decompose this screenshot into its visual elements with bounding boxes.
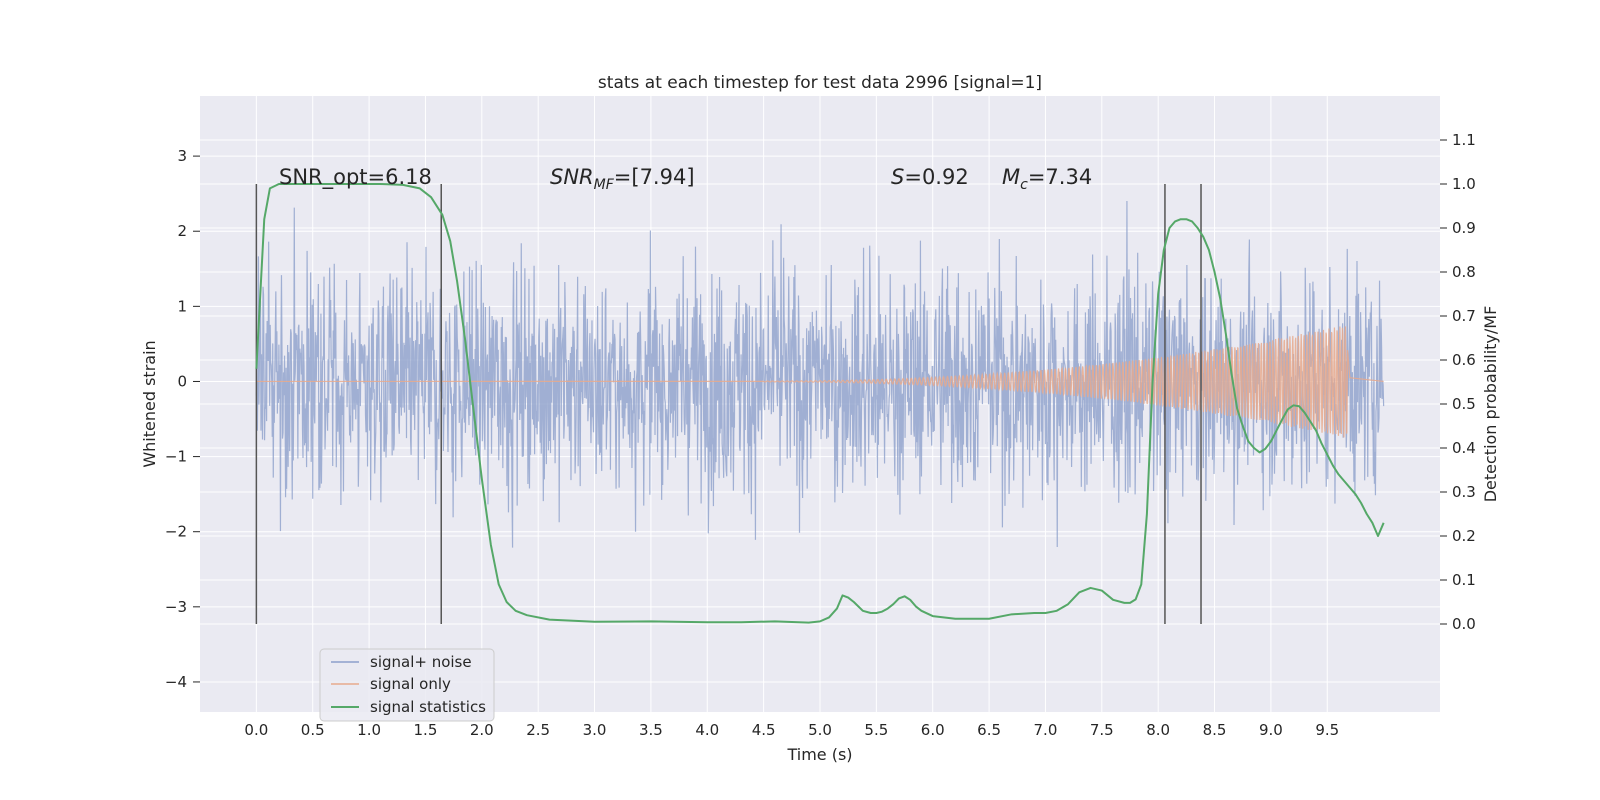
x-tick-label: 0.5: [301, 721, 325, 739]
y2-tick-label: 0.5: [1452, 395, 1476, 413]
vertical-markers: [255, 184, 1202, 624]
x-tick-label: 6.0: [921, 721, 945, 739]
signal-statistics-line: [255, 183, 1385, 624]
x-tick-label: 1.0: [357, 721, 381, 739]
y2-tick-label: 0.9: [1452, 219, 1476, 237]
x-tick-labels: 0.0 0.5 1.0 1.5 2.0 2.5 3.0 3.5 4.0 4.5 5.0 5.5 6.0 6…: [244, 721, 1339, 739]
x-tick-label: 3.5: [639, 721, 663, 739]
y-tick-label: −1: [165, 448, 187, 466]
x-tick-label: 4.5: [752, 721, 776, 739]
signal-only-series: [256, 326, 1384, 438]
x-tick-label: 8.0: [1146, 721, 1170, 739]
y-tick-label: −2: [165, 523, 187, 541]
y2-tick-label: 0.7: [1452, 307, 1476, 325]
x-axis-title: Time (s): [786, 745, 852, 764]
y2-tick-label: 0.2: [1452, 527, 1476, 545]
annotation-snr-mf-symbol: SNR: [550, 165, 594, 189]
legend-label-signal-noise: signal+ noise: [370, 653, 472, 671]
annotation-snr-mf: SNRMF=[7.94]: [550, 165, 695, 193]
y-tick-labels: 3 2 1 0 −1 −2 −3 −4: [165, 147, 200, 691]
y2-axis-title: Detection probability/MF: [1481, 306, 1500, 503]
legend-label-signal-statistics: signal statistics: [370, 698, 486, 716]
y-tick-label: −3: [165, 598, 187, 616]
legend: signal+ noise signal only signal statist…: [319, 648, 495, 722]
annotation-snr-mf-subscript: MF: [594, 177, 615, 193]
annotation-mc-value: =7.34: [1028, 165, 1092, 189]
x-tick-label: 4.0: [695, 721, 719, 739]
x-tick-label: 5.0: [808, 721, 832, 739]
legend-label-signal-only: signal only: [370, 675, 451, 693]
annotation-mc-subscript: c: [1020, 177, 1028, 193]
annotation-snr-opt: SNR_opt=6.18: [279, 165, 432, 190]
y-tick-label: 3: [177, 147, 187, 165]
y-tick-label: −4: [165, 673, 187, 691]
y-tick-label: 1: [177, 297, 187, 315]
annotation-mc-symbol: M: [1002, 165, 1020, 189]
x-tick-label: 6.5: [977, 721, 1001, 739]
y2-tick-label: 0.0: [1452, 615, 1476, 633]
y-tick-label: 0: [177, 372, 187, 390]
x-tick-label: 8.5: [1203, 721, 1227, 739]
annotation-s-symbol: S: [891, 165, 904, 189]
x-tick-label: 3.0: [583, 721, 607, 739]
x-tick-label: 7.5: [1090, 721, 1114, 739]
y2-tick-label: 0.4: [1452, 439, 1476, 457]
chart-title: stats at each timestep for test data 299…: [598, 73, 1042, 93]
x-tick-label: 9.0: [1259, 721, 1283, 739]
y-tick-label: 2: [177, 222, 187, 240]
y2-tick-label: 0.8: [1452, 263, 1476, 281]
y2-tick-label: 0.3: [1452, 483, 1476, 501]
x-tick-label: 2.5: [526, 721, 550, 739]
annotation-snr-mf-value: =[7.94]: [614, 165, 695, 189]
x-tick-label: 7.0: [1034, 721, 1058, 739]
y2-tick-label: 0.1: [1452, 571, 1476, 589]
y-axis-title: Whitened strain: [140, 340, 159, 467]
signal-statistics-series: [255, 183, 1385, 624]
y2-tick-labels: 1.1 1.0 0.9 0.8 0.7 0.6 0.5 0.4 0.3 0.2 0.1 0.0: [1440, 131, 1476, 633]
x-tick-label: 2.0: [470, 721, 494, 739]
x-tick-label: 0.0: [244, 721, 268, 739]
y2-tick-label: 0.6: [1452, 351, 1476, 369]
x-tick-label: 9.5: [1315, 721, 1339, 739]
y2-tick-label: 1.1: [1452, 131, 1476, 149]
signal-only-line: [256, 326, 1384, 438]
y2-tick-label: 1.0: [1452, 175, 1476, 193]
x-tick-label: 1.5: [414, 721, 438, 739]
annotation-mc: Mc=7.34: [1002, 165, 1092, 193]
legend-box: [319, 648, 495, 722]
annotation-s-value: =0.92: [904, 165, 968, 189]
x-tick-label: 5.5: [864, 721, 888, 739]
annotation-s: S=0.92: [891, 165, 969, 189]
